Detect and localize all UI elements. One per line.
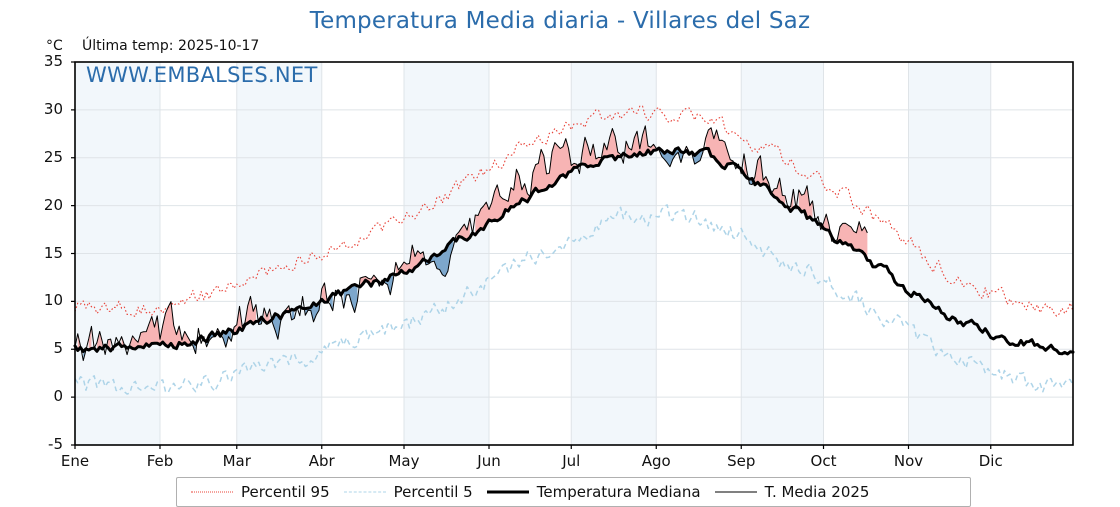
x-tick-label-mar: Mar bbox=[222, 452, 251, 470]
legend-label-p95: Percentil 95 bbox=[241, 483, 330, 501]
y-tick-label: 25 bbox=[43, 147, 63, 166]
x-tick-label-ene: Ene bbox=[60, 452, 90, 470]
x-tick-label-feb: Feb bbox=[146, 452, 174, 470]
x-tick-label-ago: Ago bbox=[641, 452, 671, 470]
legend-label-median: Temperatura Mediana bbox=[536, 483, 701, 501]
x-tick-label-abr: Abr bbox=[308, 452, 335, 470]
y-tick-label: 20 bbox=[43, 195, 63, 214]
legend-item-median[interactable]: Temperatura Mediana bbox=[473, 478, 701, 506]
page-title: Temperatura Media diaria - Villares del … bbox=[309, 8, 811, 34]
legend-swatch-p95-icon bbox=[191, 485, 233, 499]
legend-item-p95[interactable]: Percentil 95 bbox=[177, 478, 330, 506]
y-tick-label: 5 bbox=[53, 339, 63, 358]
y-tick-label: 30 bbox=[43, 99, 63, 118]
legend-item-p5[interactable]: Percentil 5 bbox=[330, 478, 473, 506]
y-tick-label: -5 bbox=[48, 435, 63, 453]
y-tick-label: 10 bbox=[43, 291, 63, 310]
y-tick-label: 15 bbox=[43, 243, 63, 262]
y-tick-label: 0 bbox=[53, 387, 63, 406]
last-temp-label: Última temp: 2025-10-17 bbox=[82, 38, 260, 54]
x-tick-label-sep: Sep bbox=[727, 452, 756, 470]
watermark: WWW.EMBALSES.NET bbox=[86, 63, 318, 87]
x-tick-label-may: May bbox=[388, 452, 420, 470]
chart-legend: Percentil 95 Percentil 5 Temperatura Med… bbox=[176, 477, 971, 507]
legend-item-media2025[interactable]: T. Media 2025 bbox=[701, 478, 870, 506]
legend-swatch-media2025-icon bbox=[714, 485, 757, 499]
x-tick-label-nov: Nov bbox=[893, 452, 924, 470]
y-axis-unit-label: °C bbox=[46, 38, 63, 54]
legend-label-p5: Percentil 5 bbox=[393, 483, 473, 501]
x-tick-label-oct: Oct bbox=[810, 452, 837, 470]
legend-swatch-p5-icon bbox=[343, 485, 386, 499]
x-tick-label-jun: Jun bbox=[477, 452, 501, 470]
legend-swatch-median-icon bbox=[486, 485, 529, 499]
x-tick-label-jul: Jul bbox=[562, 452, 581, 470]
y-tick-label: 35 bbox=[43, 52, 63, 70]
x-tick-label-dic: Dic bbox=[978, 452, 1003, 470]
legend-label-media2025: T. Media 2025 bbox=[764, 483, 870, 501]
